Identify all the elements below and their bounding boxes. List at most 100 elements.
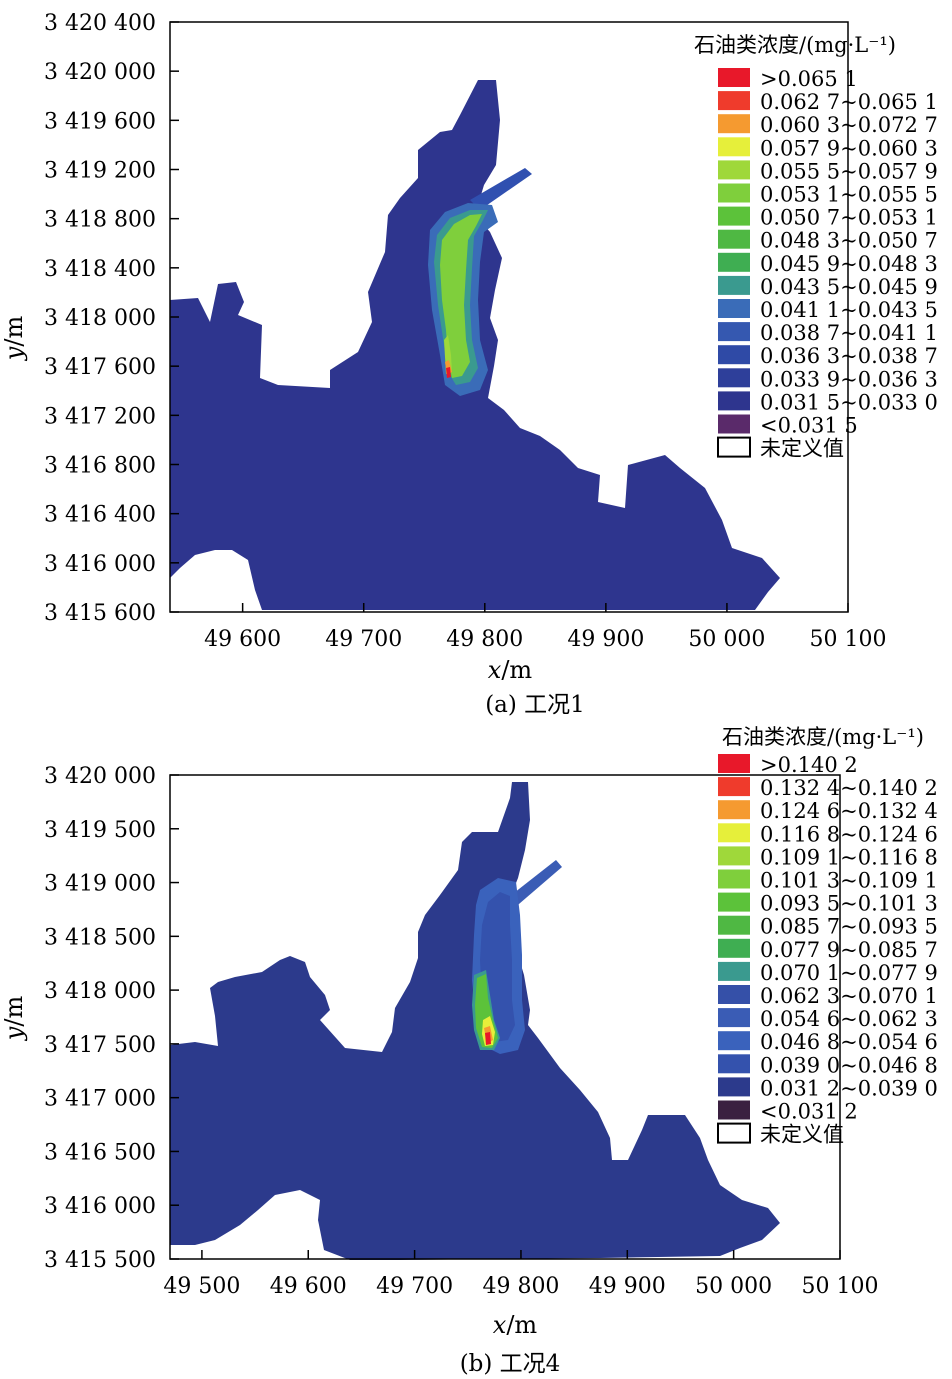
x-tick-label: 50 000: [695, 1274, 772, 1299]
legend-label: 0.036 3~0.038 7: [760, 344, 938, 368]
plume-b-7: [485, 1032, 491, 1045]
y-tick-label: 3 417 200: [44, 404, 156, 429]
legend-swatch: [718, 892, 750, 912]
legend-swatch: [718, 1100, 750, 1120]
caption-a: (a) 工况1: [485, 692, 585, 718]
legend-label: 0.132 4~0.140 2: [760, 776, 938, 800]
legend-swatch: [718, 1008, 750, 1028]
y-tick-label: 3 419 200: [44, 159, 156, 184]
legend-label: >0.140 2: [760, 753, 858, 777]
legend-label: 0.085 7~0.093 5: [760, 915, 938, 939]
legend-swatch: [718, 229, 750, 249]
legend-label: 0.031 5~0.033 0: [760, 390, 938, 414]
x-tick-label: 49 900: [567, 627, 644, 652]
legend-swatch: [718, 915, 750, 935]
y-tick-label: 3 419 000: [44, 872, 156, 897]
legend-swatch: [717, 436, 751, 458]
legend-label: 0.043 5~0.045 9: [760, 275, 938, 299]
x-tick-label: 49 700: [376, 1274, 453, 1299]
y-tick-label: 3 420 000: [44, 764, 156, 789]
y-tick-label: 3 415 600: [44, 601, 156, 626]
x-tick-label: 49 800: [446, 627, 523, 652]
legend-label: 未定义值: [760, 437, 844, 461]
x-tick-label: 50 100: [810, 627, 887, 652]
x-ticks-a: 49 600 49 700 49 800 49 900 50 000 50 100: [204, 603, 886, 652]
legend-swatch: [718, 754, 750, 773]
legend-label: 0.062 7~0.065 1: [760, 90, 938, 114]
legend-label: 0.124 6~0.132 4: [760, 799, 938, 823]
y-tick-label: 3 416 500: [44, 1140, 156, 1165]
y-tick-label: 3 420 400: [44, 11, 156, 36]
legend-label: <0.031 5: [760, 414, 858, 438]
legend-label: 0.062 3~0.070 1: [760, 984, 938, 1008]
legend-swatch: [718, 938, 750, 958]
legend-swatch: [718, 183, 750, 203]
legend-swatch: [718, 391, 750, 411]
y-tick-label: 3 416 400: [44, 503, 156, 528]
legend-label: 0.116 8~0.124 6: [760, 822, 938, 846]
y-tick-label: 3 420 000: [44, 60, 156, 85]
y-tick-label: 3 419 600: [44, 109, 156, 134]
y-tick-label: 3 418 800: [44, 208, 156, 233]
y-tick-label: 3 418 500: [44, 925, 156, 950]
x-tick-label: 50 100: [802, 1274, 879, 1299]
legend-label: 0.031 2~0.039 0: [760, 1076, 938, 1100]
y-tick-label: 3 418 000: [44, 979, 156, 1004]
legend-label: 0.041 1~0.043 5: [760, 298, 938, 322]
legend-swatch: [718, 68, 750, 87]
legend-swatch: [718, 252, 750, 272]
y-ticks-a: 3 415 600 3 416 000 3 416 400 3 416 800 3 41…: [44, 11, 179, 626]
x-axis-label-b: x/m: [493, 1311, 538, 1339]
y-tick-label: 3 417 000: [44, 1087, 156, 1112]
legend-label: <0.031 2: [760, 1100, 858, 1124]
y-ticks-b: 3 415 500 3 416 000 3 416 500 3 417 000 3 41…: [44, 764, 179, 1273]
y-tick-label: 3 418 000: [44, 306, 156, 331]
y-axis-label-a: y/m: [0, 316, 28, 362]
legend-swatch: [718, 869, 750, 889]
legend-label: 0.060 3~0.072 7: [760, 113, 938, 137]
y-axis-label-b: y/m: [0, 996, 28, 1042]
legend-swatch: [718, 961, 750, 981]
y-tick-label: 3 416 000: [44, 552, 156, 577]
chart-panel-b: 3 415 500 3 416 000 3 416 500 3 417 000 3 41…: [0, 720, 952, 1379]
legend-swatch: [718, 275, 750, 295]
x-tick-label: 49 800: [482, 1274, 559, 1299]
legend-label: 0.109 1~0.116 8: [760, 845, 938, 869]
legend-label: 0.045 9~0.048 3: [760, 252, 938, 276]
x-tick-label: 49 900: [589, 1274, 666, 1299]
legend-swatch: [718, 160, 750, 180]
legend-label: 0.093 5~0.101 3: [760, 892, 938, 916]
legend-swatch: [718, 1031, 750, 1051]
y-tick-label: 3 419 500: [44, 818, 156, 843]
legend-label: 0.038 7~0.041 1: [760, 321, 938, 345]
chart-panel-a: 3 415 600 3 416 000 3 416 400 3 416 800 3 41…: [0, 11, 938, 718]
legend-title-a: 石油类浓度/(mg·L⁻¹): [694, 33, 896, 57]
legend-swatch: [718, 985, 750, 1004]
channel-a: [470, 168, 532, 210]
plume-a-6: [446, 367, 451, 378]
x-tick-label: 49 700: [325, 627, 402, 652]
legend-label: 0.039 0~0.046 8: [760, 1053, 938, 1077]
legend-swatch: [717, 1122, 751, 1144]
legend-swatch: [718, 137, 750, 157]
x-axis-label-a: x/m: [488, 656, 533, 684]
legend-label: 0.101 3~0.109 1: [760, 869, 938, 893]
legend-swatch: [718, 823, 750, 843]
legend-label: 0.055 5~0.057 9: [760, 159, 938, 183]
legend-swatch: [718, 299, 750, 318]
chart-a-svg: 3 415 600 3 416 000 3 416 400 3 416 800 3 41…: [0, 11, 938, 718]
caption-b: (b) 工况4: [460, 1351, 561, 1377]
legend-swatch: [718, 91, 750, 111]
legend-label: >0.065 1: [760, 67, 858, 91]
legend-label: 0.048 3~0.050 7: [760, 229, 938, 253]
y-tick-label: 3 417 600: [44, 355, 156, 380]
legend-swatch: [718, 414, 750, 434]
x-tick-label: 49 500: [163, 1274, 240, 1299]
legend-label: 0.033 9~0.036 3: [760, 367, 938, 391]
legend-label: 0.054 6~0.062 3: [760, 1007, 938, 1031]
y-tick-label: 3 416 000: [44, 1194, 156, 1219]
legend-swatch: [718, 846, 750, 866]
legend-swatch: [718, 1077, 750, 1097]
legend-a: >0.065 10.062 7~0.065 10.060 3~0.072 7 0.…: [717, 67, 938, 461]
x-tick-label: 49 600: [204, 627, 281, 652]
